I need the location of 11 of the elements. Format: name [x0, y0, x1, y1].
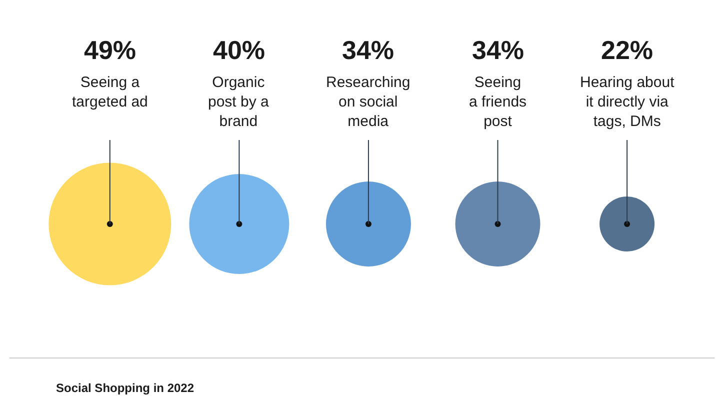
category-label: Hearing about it directly via tags, DMs — [580, 74, 676, 130]
category-label: Organic post by a brand — [208, 74, 270, 130]
data-label: 34% — [342, 35, 394, 65]
category-label: Researching on social media — [326, 74, 410, 130]
data-label: 49% — [84, 35, 136, 65]
text: Social Shopping in 2022 — [56, 381, 194, 395]
data-label: 34% — [472, 35, 524, 65]
data-label: 22% — [601, 35, 654, 65]
category-label: Seeing a friends post — [469, 74, 527, 130]
category-label: Seeing a targeted ad — [72, 74, 148, 110]
data-label: 40% — [213, 35, 266, 65]
